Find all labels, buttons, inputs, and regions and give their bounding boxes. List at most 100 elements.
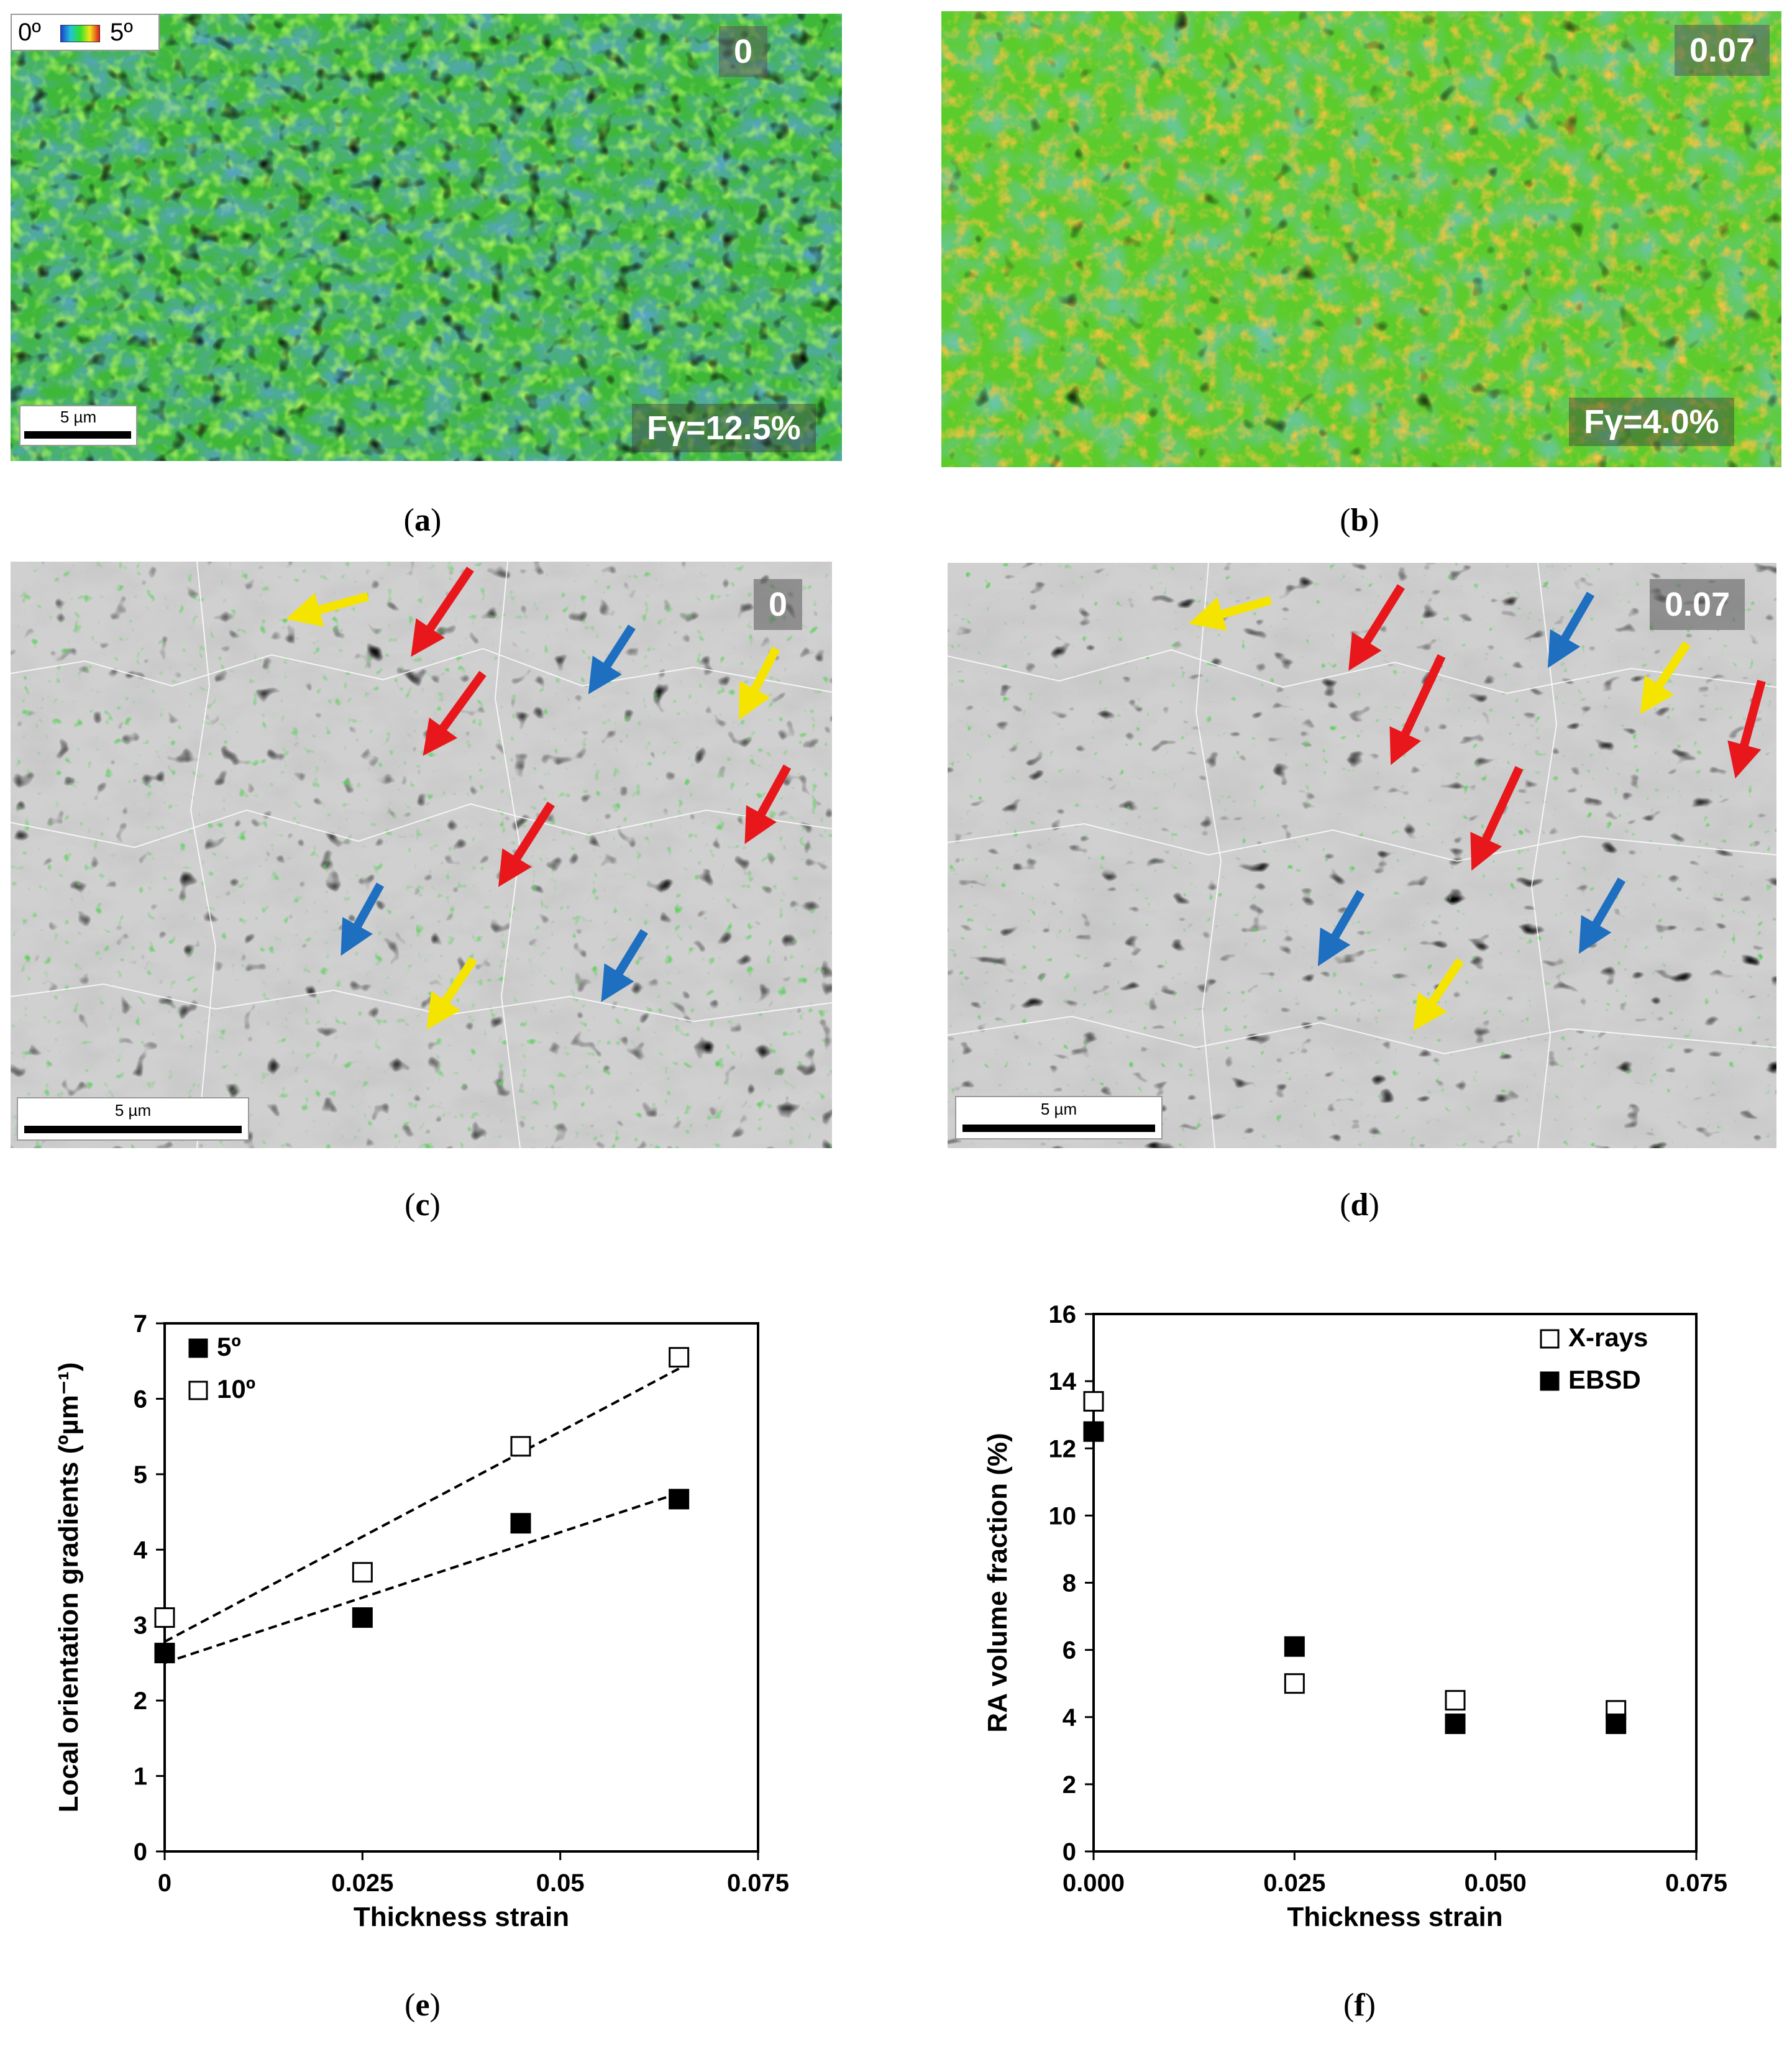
blue-arrow [341, 882, 385, 956]
x-tick-label: 0 [158, 1869, 171, 1897]
data-point-10º [352, 1562, 373, 1583]
x-tick-label: 0.025 [1263, 1869, 1325, 1897]
x-tick-label: 0.050 [1465, 1869, 1527, 1897]
colorbar-gradient [60, 25, 100, 42]
data-point-5º [352, 1607, 373, 1628]
y-tick-label: 0 [1063, 1838, 1076, 1866]
strain-label-b: 0.07 [1675, 25, 1770, 76]
caption-c: (c) [405, 1187, 441, 1223]
legend-marker [1540, 1329, 1560, 1349]
red-arrow [423, 670, 487, 756]
data-point-EBSD [1606, 1714, 1627, 1735]
data-point-10º [669, 1347, 690, 1368]
scale-bar-c: 5 µm [17, 1097, 249, 1141]
red-arrow [1389, 654, 1446, 765]
yellow-arrow [1189, 596, 1272, 631]
y-tick-label: 4 [134, 1536, 148, 1564]
data-point-X-rays [1083, 1391, 1104, 1412]
austenite-fraction-a: Fγ=12.5% [632, 404, 816, 452]
scale-bar-d-label: 5 µm [1040, 1100, 1077, 1118]
scale-bar-d: 5 µm [955, 1096, 1163, 1139]
legend-label: 5º [217, 1332, 241, 1361]
yellow-arrow [426, 957, 477, 1030]
data-point-10º [154, 1607, 175, 1628]
data-point-X-rays [1284, 1673, 1305, 1694]
yellow-arrow [286, 592, 369, 627]
scale-bar-d-line [962, 1125, 1155, 1132]
data-point-5º [669, 1489, 690, 1510]
x-tick-label: 0.075 [1665, 1869, 1727, 1897]
yellow-arrow [1413, 958, 1464, 1031]
kam-map-panel-b: 0.07 Fγ=4.0% [941, 11, 1781, 467]
data-point-X-rays [1445, 1690, 1466, 1711]
strain-label-a: 0 [719, 26, 768, 77]
y-tick-label: 2 [1063, 1771, 1076, 1799]
y-tick-label: 2 [134, 1687, 147, 1715]
x-tick-label: 0.075 [727, 1869, 789, 1897]
data-point-EBSD [1083, 1421, 1104, 1442]
y-tick-label: 6 [1063, 1637, 1076, 1664]
caption-e: (e) [405, 1987, 441, 2023]
arrows-d [1189, 584, 1766, 1031]
yellow-arrow [739, 646, 780, 720]
red-arrow [1348, 584, 1405, 671]
y-tick-label: 5 [134, 1461, 147, 1489]
strain-label-c: 0 [754, 579, 803, 630]
caption-a: (a) [403, 503, 442, 538]
red-arrow [411, 567, 474, 657]
blue-arrow [1578, 877, 1626, 954]
scale-bar-c-label: 5 µm [114, 1101, 152, 1120]
blue-arrow [588, 624, 636, 695]
y-tick-label: 8 [1063, 1570, 1076, 1597]
data-point-EBSD [1284, 1636, 1305, 1657]
red-arrow [1727, 680, 1766, 779]
colorbar-legend: 0º 5º [11, 14, 160, 51]
caption-b: (b) [1340, 503, 1379, 538]
x-tick-label: 0.000 [1063, 1869, 1125, 1897]
red-arrow [498, 801, 555, 887]
kam-map-a-texture [11, 14, 842, 461]
y-axis-label: RA volume fraction (%) [982, 1433, 1013, 1732]
y-tick-label: 14 [1049, 1368, 1077, 1395]
y-tick-label: 4 [1063, 1704, 1077, 1732]
caption-d: (d) [1340, 1187, 1379, 1223]
y-tick-label: 10 [1049, 1502, 1077, 1530]
legend-label: X-rays [1568, 1323, 1648, 1352]
data-point-EBSD [1445, 1714, 1466, 1735]
red-arrow [744, 764, 792, 844]
data-point-10º [510, 1436, 531, 1457]
y-tick-label: 6 [134, 1385, 147, 1413]
colorbar-min-label: 0º [18, 19, 41, 46]
legend-marker [188, 1380, 208, 1400]
kam-map-b-texture [941, 11, 1781, 467]
y-tick-label: 0 [134, 1838, 147, 1866]
data-point-5º [510, 1513, 531, 1534]
blue-arrow [1317, 890, 1365, 967]
y-tick-label: 12 [1049, 1435, 1077, 1463]
caption-f: (f) [1343, 1987, 1376, 2023]
chart-e-local-orientation-gradients: 0 0.025 0.05 0.075 0 1 2 3 4 5 6 7 Thickness strain L… [53, 1310, 789, 1932]
plot-frame [1092, 1313, 1698, 1853]
scale-bar-a-label: 5 µm [60, 408, 97, 426]
data-point-5º [154, 1643, 175, 1664]
plot-frame [163, 1322, 759, 1853]
blue-arrow [601, 929, 648, 1002]
arrows-c [286, 567, 792, 1030]
colorbar-max-label: 5º [110, 19, 133, 46]
y-axis-label: Local orientation gradients (ºµm⁻¹) [53, 1362, 84, 1813]
scale-bar-a: 5 µm [19, 405, 137, 446]
scale-bar-c-line [24, 1126, 242, 1133]
yellow-arrow [1640, 641, 1691, 714]
scale-bar-a-line [24, 431, 131, 439]
x-axis-label: Thickness strain [354, 1902, 569, 1932]
red-arrow [1470, 766, 1524, 871]
phase-map-panel-c: 0 5 µm [11, 562, 832, 1148]
y-tick-label: 7 [134, 1310, 147, 1338]
trendline-10º [164, 1367, 680, 1643]
legend-marker [188, 1338, 208, 1358]
kam-map-panel-a: 0º 5º 0 Fγ=12.5% 5 µm [11, 14, 842, 461]
trendline-5º [164, 1492, 680, 1664]
phase-map-c-texture [11, 562, 832, 1148]
legend-label: EBSD [1568, 1365, 1641, 1394]
x-axis-label: Thickness strain [1287, 1902, 1502, 1932]
